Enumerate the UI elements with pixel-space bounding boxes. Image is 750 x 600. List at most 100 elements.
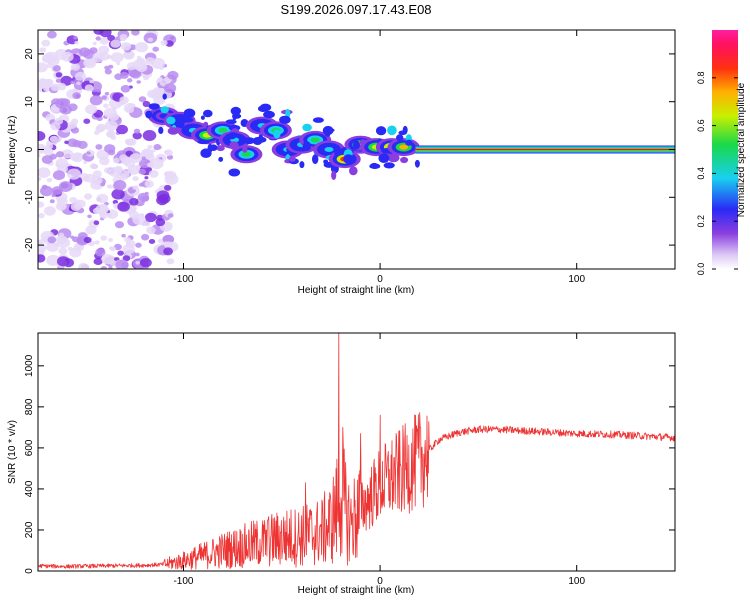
noise-speckle bbox=[136, 55, 142, 60]
chirp-speckle bbox=[257, 105, 269, 112]
noise-speckle bbox=[100, 182, 106, 187]
noise-speckle bbox=[55, 202, 67, 211]
chirp-speckle bbox=[218, 156, 224, 162]
chirp-speckle bbox=[177, 118, 185, 129]
noise-speckle bbox=[148, 170, 159, 178]
chirp-blob bbox=[399, 144, 409, 150]
noise-speckle bbox=[135, 242, 142, 248]
noise-speckle bbox=[95, 248, 106, 257]
x-tick-label: 0 bbox=[377, 274, 383, 285]
noise-speckle bbox=[116, 61, 121, 66]
carrier-line bbox=[415, 148, 675, 151]
noise-speckle bbox=[38, 254, 46, 263]
chirp-speckle bbox=[312, 117, 324, 123]
chirp-speckle bbox=[302, 141, 311, 152]
chirp-speckle bbox=[299, 161, 305, 169]
noise-speckle bbox=[38, 153, 41, 158]
noise-speckle bbox=[152, 46, 159, 52]
chirp-speckle bbox=[203, 121, 209, 128]
y-tick-label: -20 bbox=[24, 237, 35, 252]
colorbar-tick-label: 0.0 bbox=[696, 263, 706, 276]
noise-speckle bbox=[138, 182, 144, 187]
chirp-speckle bbox=[148, 103, 160, 110]
noise-speckle bbox=[56, 237, 71, 249]
noise-speckle bbox=[106, 132, 114, 138]
noise-speckle bbox=[73, 36, 78, 40]
chirp-speckle bbox=[331, 170, 337, 180]
noise-speckle bbox=[82, 49, 95, 59]
noise-speckle bbox=[127, 138, 137, 146]
noise-speckle bbox=[141, 156, 146, 160]
noise-speckle bbox=[135, 252, 140, 257]
chirp-blob bbox=[218, 127, 228, 133]
noise-speckle bbox=[164, 173, 179, 185]
noise-speckle bbox=[58, 247, 68, 255]
chirp-speckle bbox=[387, 125, 397, 136]
noise-speckle bbox=[147, 89, 158, 99]
noise-speckle bbox=[167, 213, 174, 218]
noise-speckle bbox=[167, 70, 179, 80]
x-tick-label: -100 bbox=[173, 576, 193, 587]
noise-speckle bbox=[138, 96, 147, 103]
noise-speckle bbox=[104, 68, 112, 75]
colorbar-tick-label: 0.4 bbox=[696, 167, 706, 180]
noise-speckle bbox=[125, 106, 135, 114]
noise-speckle bbox=[41, 39, 51, 47]
noise-speckle bbox=[166, 258, 175, 265]
noise-speckle bbox=[103, 167, 112, 174]
chirp-speckle bbox=[160, 106, 169, 114]
noise-speckle bbox=[116, 124, 128, 135]
noise-speckle bbox=[41, 155, 53, 164]
noise-speckle bbox=[51, 193, 56, 198]
colorbar-tick-label: 0.6 bbox=[696, 119, 706, 132]
noise-speckle bbox=[144, 212, 157, 223]
chirp-speckle bbox=[387, 153, 400, 163]
noise-speckle bbox=[100, 235, 108, 241]
noise-speckle bbox=[104, 65, 110, 70]
noise-speckle bbox=[129, 69, 142, 79]
y-tick-label: 800 bbox=[24, 398, 35, 415]
chirp-speckle bbox=[242, 146, 248, 153]
noise-speckle bbox=[44, 78, 54, 86]
noise-speckle bbox=[61, 51, 74, 62]
noise-speckle bbox=[160, 40, 168, 46]
noise-speckle bbox=[135, 42, 149, 53]
snr-series-line bbox=[38, 333, 675, 570]
noise-speckle bbox=[59, 104, 72, 115]
noise-speckle bbox=[103, 103, 109, 109]
noise-speckle bbox=[38, 177, 42, 181]
chirp-speckle bbox=[200, 148, 212, 158]
snr-frame bbox=[37, 332, 676, 572]
chirp-speckle bbox=[225, 119, 237, 125]
noise-speckle bbox=[85, 104, 98, 115]
y-tick-label: 400 bbox=[24, 480, 35, 497]
y-tick-label: 200 bbox=[24, 521, 35, 538]
chirp-speckle bbox=[209, 144, 218, 151]
noise-speckle bbox=[138, 168, 146, 175]
chirp-speckle bbox=[230, 106, 241, 116]
noise-speckle bbox=[92, 170, 102, 178]
noise-speckle bbox=[112, 157, 120, 164]
noise-speckle bbox=[41, 184, 48, 190]
chirp-speckle bbox=[166, 116, 176, 125]
noise-speckle bbox=[122, 255, 131, 262]
chirp-speckle bbox=[414, 159, 420, 168]
noise-speckle bbox=[120, 85, 131, 93]
chirp-speckle bbox=[158, 126, 164, 134]
chirp-speckle bbox=[228, 168, 241, 177]
chirp-speckle bbox=[289, 156, 296, 162]
noise-speckle bbox=[72, 92, 81, 100]
noise-speckle bbox=[84, 173, 96, 183]
noise-speckle bbox=[78, 262, 89, 269]
noise-speckle bbox=[153, 95, 166, 105]
noise-speckle bbox=[67, 121, 77, 129]
noise-speckle bbox=[98, 45, 110, 55]
noise-speckle bbox=[95, 125, 105, 133]
noise-speckle bbox=[86, 151, 91, 155]
chirp-speckle bbox=[167, 127, 179, 135]
noise-speckle bbox=[141, 233, 150, 241]
noise-speckle bbox=[166, 154, 174, 160]
chirp-speckle bbox=[255, 136, 267, 143]
